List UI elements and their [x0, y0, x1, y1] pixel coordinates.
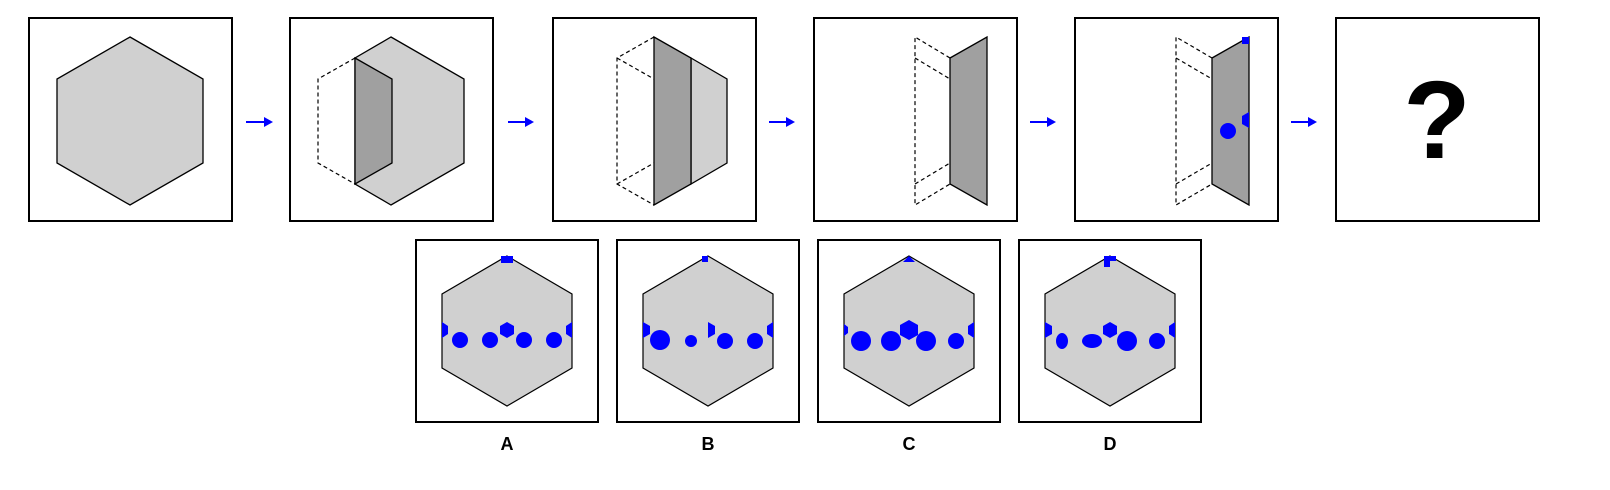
hole-ellipse-mark [1082, 334, 1102, 348]
hole-circle-mark [747, 333, 763, 349]
hole-hexagon-half-mark [643, 322, 650, 338]
hole-hexagon-mark [900, 320, 918, 340]
arrow-icon [246, 117, 273, 127]
hole-circle-mark [482, 332, 498, 348]
hole-hexagon-half-mark [844, 324, 848, 336]
hole-circle-mark [948, 333, 964, 349]
step-1-panel [28, 17, 233, 222]
option-b[interactable]: B [616, 239, 800, 454]
folded-flap [354, 56, 393, 186]
arrow-icon [1291, 117, 1317, 127]
hole-hexagon-half-mark [1169, 322, 1175, 338]
folded-outline-dashed [616, 36, 655, 206]
hole-circle-mark [916, 331, 936, 351]
question-mark: ? [1403, 59, 1470, 182]
hole-square-mark [501, 256, 513, 263]
option-label: A [501, 434, 514, 454]
folded-strip [949, 35, 988, 207]
hole-circle-mark [717, 333, 733, 349]
hole-square-mark [702, 256, 708, 262]
arrow-icon [1030, 117, 1056, 127]
step-3-panel [552, 17, 757, 222]
hole-circle-mark [1220, 123, 1236, 139]
option-label: B [702, 434, 715, 454]
folded-strip [653, 35, 692, 207]
hole-hexagon-half-mark [767, 322, 773, 338]
hole-triangle-mark [903, 256, 915, 262]
arrow-icon [769, 117, 795, 127]
hole-square-mark [1242, 37, 1249, 44]
option-label: C [903, 434, 916, 454]
hexagon-shape [56, 36, 204, 206]
hole-hexagon-half-mark [1045, 322, 1052, 338]
question-panel: ? [1335, 17, 1540, 222]
hole-circle-mark [546, 332, 562, 348]
right-strip [690, 56, 728, 186]
hole-circle-mark [685, 335, 697, 347]
hole-hexagon-half-mark [1242, 112, 1249, 128]
hole-circle-mark [1056, 333, 1068, 349]
hole-square-mark [1104, 256, 1116, 261]
hole-hexagon-half-mark [442, 322, 448, 338]
folded-strip [1211, 35, 1250, 207]
hole-hexagon-mark [500, 322, 514, 338]
hole-square-mark [1104, 261, 1110, 267]
option-c[interactable]: C [817, 239, 1001, 454]
arrow-icon [508, 117, 534, 127]
hole-circle-mark [881, 331, 901, 351]
option-a[interactable]: A [415, 239, 599, 454]
hole-hexagon-half-mark [968, 322, 974, 338]
hole-circle-mark [452, 332, 468, 348]
hole-circle-mark [1149, 333, 1165, 349]
hole-circle-mark [1117, 331, 1137, 351]
option-d[interactable]: D [1018, 239, 1202, 454]
step-5-panel [1074, 17, 1279, 222]
hole-hexagon-mark [1103, 322, 1117, 338]
option-label: D [1104, 434, 1117, 454]
hole-circle-mark [516, 332, 532, 348]
hole-circle-mark [851, 331, 871, 351]
hole-hexagon-half-mark [708, 322, 715, 338]
folded-outline-dashed [317, 57, 356, 185]
hole-hexagon-half-mark [566, 322, 572, 338]
step-2-panel [289, 17, 494, 222]
step-4-panel [813, 17, 1018, 222]
hole-circle-mark [650, 330, 670, 350]
